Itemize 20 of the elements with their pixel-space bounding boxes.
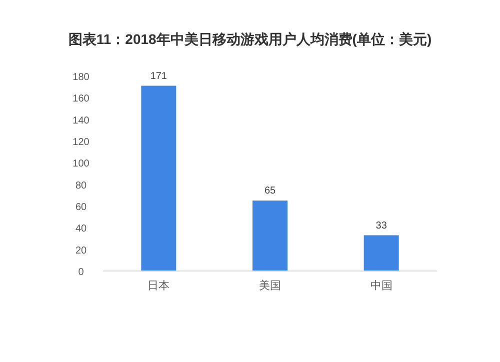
x-tick-label: 美国 (259, 279, 281, 292)
x-tick-label: 中国 (370, 279, 392, 292)
bar (364, 235, 399, 271)
data-label: 171 (150, 70, 168, 82)
x-tick-label: 日本 (148, 279, 170, 292)
y-tick-label: 20 (75, 245, 87, 256)
y-tick-label: 180 (72, 72, 90, 83)
bar (141, 86, 176, 271)
y-tick-label: 0 (78, 267, 84, 278)
data-label: 65 (264, 186, 276, 197)
chart-title: 图表11：2018年中美日移动游戏用户人均消费(单位：美元) (68, 31, 432, 47)
y-tick-label: 40 (75, 224, 87, 235)
y-tick-label: 140 (72, 115, 90, 126)
bar (252, 200, 288, 271)
y-tick-label: 100 (72, 158, 90, 170)
y-tick-label: 80 (75, 180, 87, 192)
y-tick-label: 160 (72, 94, 90, 105)
y-tick-label: 120 (72, 137, 90, 148)
y-tick-label: 60 (75, 202, 87, 213)
data-label: 33 (376, 220, 388, 232)
